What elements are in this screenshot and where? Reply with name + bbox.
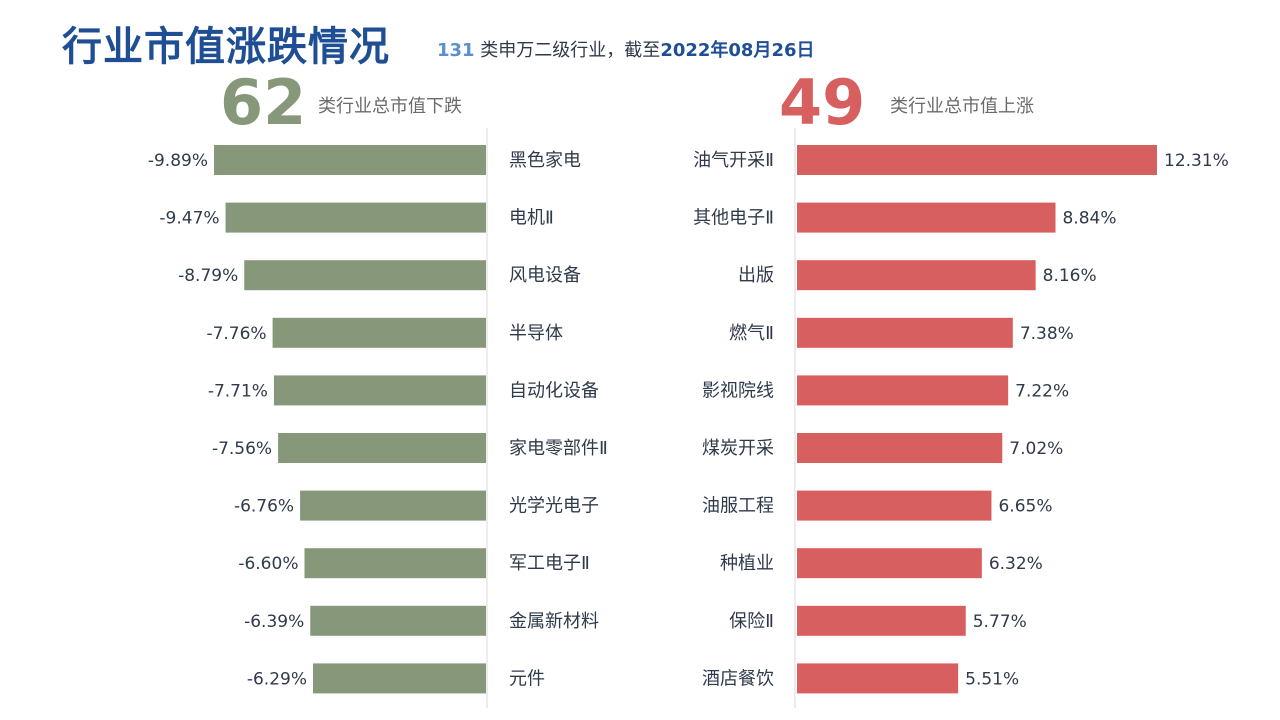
category-label-up-2: 其他电子Ⅱ — [693, 208, 774, 229]
bar-down-5 — [273, 375, 486, 406]
value-label-up-2: 8.84% — [1063, 209, 1117, 229]
bar-up-1 — [797, 145, 1157, 175]
category-label-up-5: 影视院线 — [702, 380, 774, 401]
category-label-up-6: 煤炭开采 — [702, 438, 774, 459]
value-label-down-9: -6.39% — [244, 612, 304, 632]
category-label-down-8: 军工电子Ⅱ — [509, 553, 590, 574]
value-label-up-8: 6.32% — [989, 554, 1043, 574]
down-label: 类行业总市值下跌 — [318, 96, 462, 117]
bar-up-5 — [797, 375, 1009, 406]
bar-down-8 — [304, 548, 486, 579]
subtitle-text: 类申万二级行业，截至 — [474, 40, 661, 61]
bar-down-10 — [313, 663, 486, 694]
up-count: 49 — [779, 66, 866, 139]
bar-up-3 — [797, 260, 1036, 291]
value-label-down-4: -7.76% — [206, 324, 266, 344]
down-count: 62 — [220, 66, 307, 139]
value-label-down-8: -6.60% — [238, 554, 298, 574]
value-label-up-6: 7.02% — [1009, 439, 1063, 459]
value-label-down-2: -9.47% — [159, 209, 219, 229]
category-label-down-3: 风电设备 — [509, 265, 581, 286]
value-label-down-7: -6.76% — [234, 497, 294, 517]
bar-up-2 — [797, 202, 1056, 233]
category-label-down-2: 电机Ⅱ — [509, 208, 554, 229]
category-label-down-1: 黑色家电 — [509, 150, 581, 171]
bar-up-4 — [797, 317, 1013, 348]
page-title: 行业市值涨跌情况 — [62, 24, 390, 70]
bar-down-6 — [278, 433, 486, 463]
value-label-down-5: -7.71% — [208, 381, 268, 401]
value-label-down-1: -9.89% — [148, 151, 208, 171]
industry-count: 131 — [437, 40, 475, 61]
subtitle-date: 2022年08月26日 — [660, 40, 815, 61]
category-label-up-3: 出版 — [738, 265, 774, 286]
category-label-up-10: 酒店餐饮 — [702, 668, 774, 689]
bar-up-8 — [797, 548, 982, 579]
bar-down-9 — [310, 605, 486, 636]
category-label-up-7: 油服工程 — [702, 496, 774, 517]
value-label-down-6: -7.56% — [212, 439, 272, 459]
value-label-up-4: 7.38% — [1020, 324, 1074, 344]
bar-down-3 — [244, 260, 486, 291]
category-label-down-10: 元件 — [509, 668, 545, 689]
category-label-up-8: 种植业 — [720, 553, 774, 574]
bar-up-10 — [797, 663, 959, 694]
category-label-down-7: 光学光电子 — [509, 496, 599, 517]
bar-down-2 — [225, 202, 486, 233]
up-label: 类行业总市值上涨 — [890, 96, 1034, 117]
value-label-up-3: 8.16% — [1043, 266, 1097, 286]
bar-up-9 — [797, 605, 966, 636]
value-label-down-10: -6.29% — [247, 669, 307, 689]
value-label-down-3: -8.79% — [178, 266, 238, 286]
bar-up-6 — [797, 433, 1003, 463]
category-label-down-6: 家电零部件Ⅱ — [509, 438, 608, 459]
value-label-up-7: 6.65% — [998, 497, 1052, 517]
bar-up-7 — [797, 490, 992, 521]
value-label-up-5: 7.22% — [1015, 381, 1069, 401]
category-label-down-9: 金属新材料 — [509, 611, 599, 632]
value-label-up-9: 5.77% — [973, 612, 1027, 632]
category-label-up-4: 燃气Ⅱ — [729, 323, 774, 344]
bar-down-7 — [300, 490, 486, 521]
category-label-up-1: 油气开采Ⅱ — [693, 150, 774, 171]
category-label-down-5: 自动化设备 — [509, 380, 599, 401]
bar-down-4 — [272, 317, 486, 348]
page-subtitle: 131 类申万二级行业，截至2022年08月26日 — [437, 36, 815, 62]
bar-down-1 — [214, 145, 486, 175]
category-label-down-4: 半导体 — [509, 323, 563, 344]
value-label-up-10: 5.51% — [965, 669, 1019, 689]
value-label-up-1: 12.31% — [1164, 151, 1229, 171]
category-label-up-9: 保险Ⅱ — [729, 611, 774, 632]
